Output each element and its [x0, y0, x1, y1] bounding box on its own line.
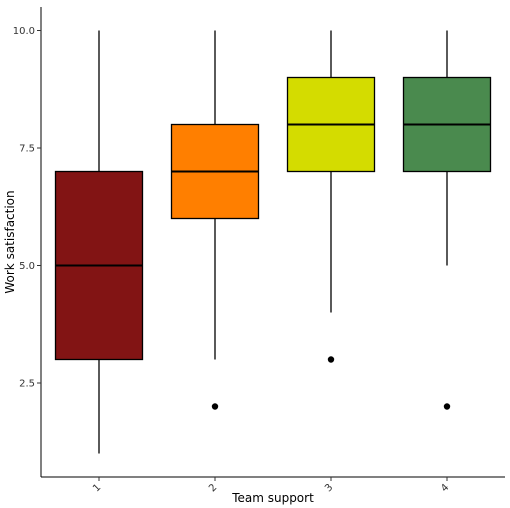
x-axis-title: Team support: [231, 491, 314, 505]
y-tick-label: 7.5: [19, 144, 35, 155]
y-tick-label: 2.5: [19, 379, 35, 390]
x-tick-label: 4: [439, 482, 451, 494]
x-tick-label: 1: [91, 482, 103, 494]
outlier-point: [443, 403, 451, 410]
y-tick-label: 5.0: [19, 261, 35, 272]
y-tick-label: 10.0: [13, 26, 35, 37]
outlier-point: [327, 356, 335, 363]
x-tick-label: 2: [207, 482, 219, 494]
y-axis-title: Work satisfaction: [3, 190, 17, 293]
box-group-2: [170, 30, 260, 410]
outlier-point: [211, 403, 219, 410]
plot-area: [54, 30, 492, 454]
y-axis-ticks: 2.5 5.0 7.5 10.0: [13, 26, 41, 390]
box-group-4: [402, 30, 492, 410]
x-tick-label: 3: [323, 482, 335, 494]
box-group-1: [54, 30, 144, 454]
box-group-3: [286, 30, 376, 363]
